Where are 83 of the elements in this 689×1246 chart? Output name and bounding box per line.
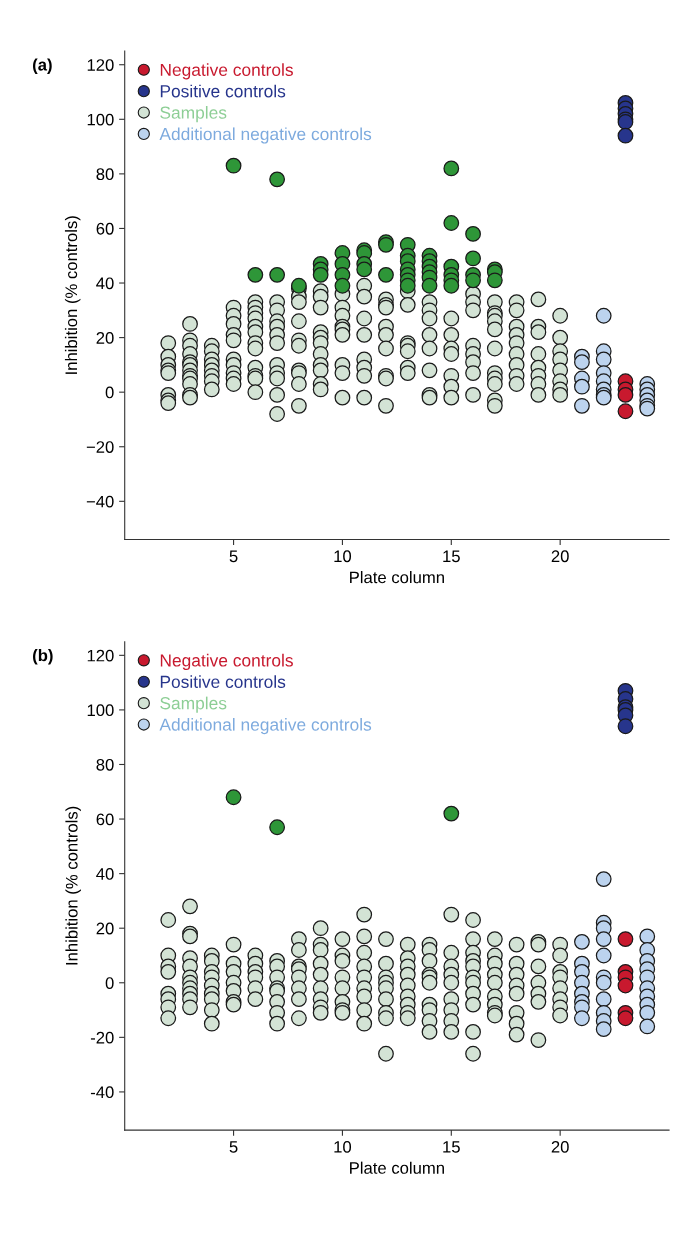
y-tick-label: −40 xyxy=(86,495,114,508)
point xyxy=(617,403,634,420)
point xyxy=(247,266,264,283)
y-tick-label: -20 xyxy=(90,1031,114,1044)
point xyxy=(465,272,481,289)
y-axis-title: Inhibition (% controls) xyxy=(64,216,81,374)
point xyxy=(595,1021,612,1038)
point xyxy=(443,277,460,294)
y-tick-label: 40 xyxy=(96,277,114,290)
y-tick-label: 120 xyxy=(87,59,114,71)
legend-label: Additional negative controls xyxy=(159,718,372,735)
y-tick-label: 100 xyxy=(87,113,114,126)
point xyxy=(595,991,612,1008)
point xyxy=(269,266,286,283)
point xyxy=(617,977,634,994)
y-tick-label: 60 xyxy=(96,222,114,235)
y-tick-label: 80 xyxy=(96,168,114,181)
point xyxy=(399,277,416,294)
point xyxy=(574,354,590,371)
point xyxy=(639,1004,656,1021)
point xyxy=(595,351,612,368)
point xyxy=(617,718,634,735)
legend-label: Samples xyxy=(160,106,227,123)
chart-title: (b) xyxy=(33,649,53,665)
legend-label: Negative controls xyxy=(160,63,293,80)
point xyxy=(574,397,590,414)
x-tick-label: 5 xyxy=(229,550,238,563)
legend-label: Samples xyxy=(160,696,227,713)
point xyxy=(465,250,481,267)
x-axis-title: Plate column xyxy=(350,1161,444,1174)
legend-label: Positive controls xyxy=(160,84,286,98)
y-tick-label: 0 xyxy=(105,977,114,989)
y-axis-title: Inhibition (% controls) xyxy=(65,806,81,965)
point xyxy=(595,307,612,324)
point xyxy=(595,947,612,964)
point xyxy=(574,1010,590,1027)
point xyxy=(443,805,460,822)
legend-label: Additional negative controls xyxy=(159,127,372,144)
x-tick-label: 10 xyxy=(334,550,352,563)
point xyxy=(443,160,460,177)
point xyxy=(486,272,503,289)
point xyxy=(595,974,612,991)
y-tick-label: 60 xyxy=(96,813,114,826)
x-tick-label: 20 xyxy=(551,550,569,563)
y-tick-label: -40 xyxy=(90,1086,114,1099)
y-tick-label: 40 xyxy=(96,868,114,880)
point xyxy=(378,266,394,283)
point xyxy=(617,1010,634,1027)
point xyxy=(269,171,286,188)
point xyxy=(225,789,242,806)
point xyxy=(617,931,634,948)
point xyxy=(356,261,373,278)
legend-label: Negative controls xyxy=(160,653,293,671)
y-tick-label: 80 xyxy=(96,758,114,771)
chart-title: (a) xyxy=(33,58,52,74)
y-tick-label: 20 xyxy=(96,922,114,935)
x-tick-label: 10 xyxy=(334,1140,352,1153)
point xyxy=(443,215,460,231)
point xyxy=(639,928,656,945)
x-tick-label: 15 xyxy=(443,1141,460,1153)
y-tick-label: −20 xyxy=(86,441,114,453)
point xyxy=(595,871,612,887)
point xyxy=(574,933,590,950)
x-tick-label: 5 xyxy=(229,1141,238,1153)
point xyxy=(421,277,438,294)
point xyxy=(617,386,634,403)
x-tick-label: 15 xyxy=(443,550,460,563)
y-tick-label: 100 xyxy=(87,704,114,717)
point xyxy=(269,819,286,836)
x-tick-label: 20 xyxy=(551,1140,569,1153)
point xyxy=(225,157,242,174)
point xyxy=(617,127,634,144)
point xyxy=(574,378,590,395)
point xyxy=(334,277,351,294)
point xyxy=(639,1018,656,1035)
y-tick-label: 120 xyxy=(87,649,114,662)
legend-label: Positive controls xyxy=(160,675,286,688)
point xyxy=(465,225,481,242)
y-tick-label: 0 xyxy=(105,386,114,399)
point xyxy=(595,931,612,948)
point xyxy=(312,266,329,283)
x-axis-title: Plate column xyxy=(350,571,444,584)
y-tick-label: 20 xyxy=(96,332,114,344)
